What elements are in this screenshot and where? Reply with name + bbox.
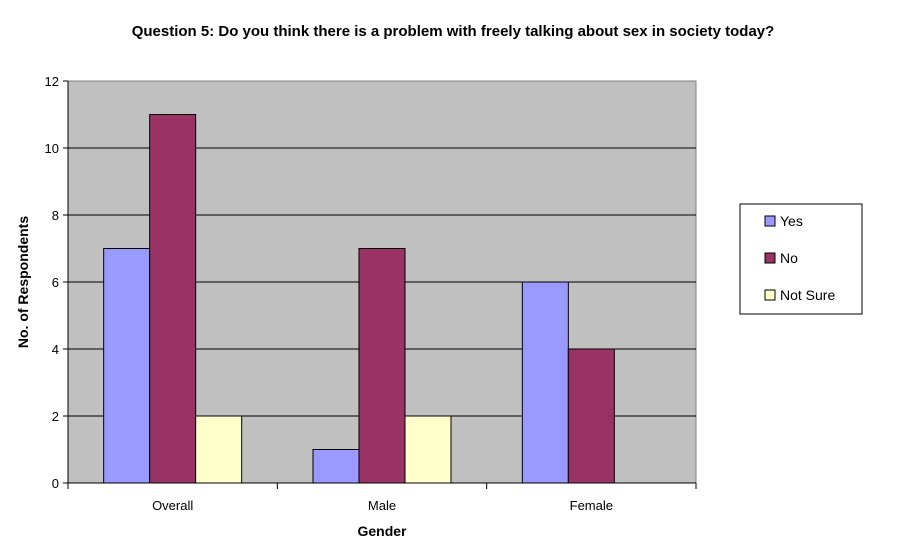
bar-no-female [567,348,615,484]
legend-label-yes: Yes [780,213,803,229]
bar-yes-female [521,281,569,484]
bar-no-male [358,248,406,484]
legend-swatch-not-sure [764,289,776,301]
x-tick-label: Male [368,498,396,513]
y-tick-label: 10 [45,141,59,156]
y-tick-label: 12 [45,74,59,89]
y-tick-labels: 0 2 4 6 8 10 12 [45,74,59,491]
legend: Yes No Not Sure [739,203,863,315]
bar-yes-overall [103,248,151,484]
y-tick-label: 0 [52,476,59,491]
bar-yes-male [312,449,360,484]
axes [63,80,697,489]
bar-no-overall [149,114,197,484]
x-tick-labels: Overall Male Female [152,498,613,513]
bar-not-sure-overall [195,415,243,484]
chart-title: Question 5: Do you think there is a prob… [132,23,775,40]
y-tick-label: 4 [52,342,59,357]
bar-not-sure-male [404,415,452,484]
x-tick-label: Overall [152,498,193,513]
legend-label-not-sure: Not Sure [780,287,835,303]
bars-group [103,114,615,484]
legend-swatch-yes [764,215,776,227]
y-tick-label: 6 [52,275,59,290]
y-tick-label: 8 [52,208,59,223]
legend-swatch-no [764,252,776,264]
x-axis-title: Gender [357,523,407,539]
y-tick-label: 2 [52,409,59,424]
legend-label-no: No [780,250,798,266]
legend-box [739,203,863,315]
y-axis-title: No. of Respondents [15,216,31,348]
x-tick-label: Female [570,498,613,513]
